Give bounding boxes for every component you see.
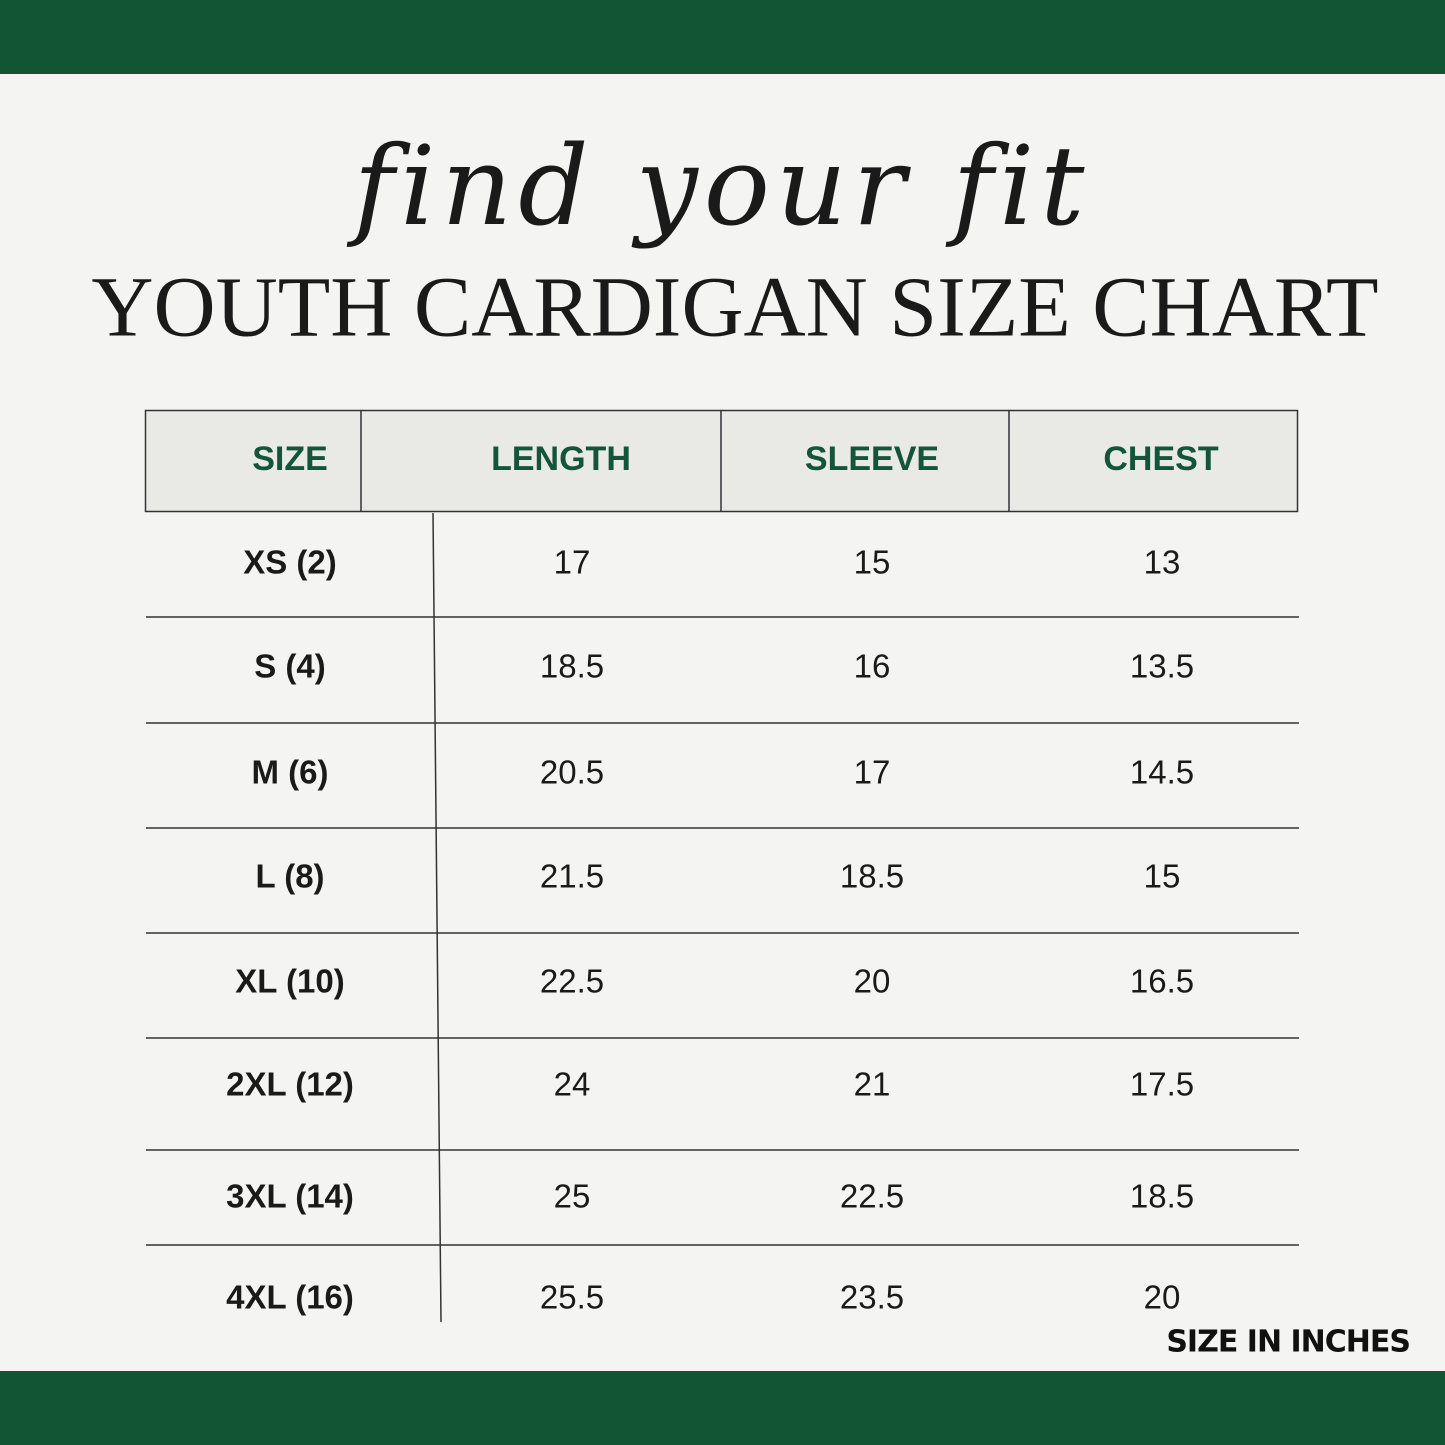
top-band — [0, 0, 1445, 74]
size-label: 4XL (16) — [226, 1279, 354, 1316]
measurement: 22.5 — [840, 1178, 904, 1215]
measurement: 18.5 — [1130, 1178, 1194, 1215]
measurement: 25 — [554, 1178, 591, 1215]
measurement: 15 — [854, 544, 891, 581]
measurement: 13.5 — [1130, 648, 1194, 685]
column-header: SLEEVE — [805, 440, 939, 478]
bottom-band — [0, 1371, 1445, 1445]
measurement: 17 — [554, 544, 591, 581]
size-label: S (4) — [254, 648, 326, 685]
measurement: 22.5 — [540, 963, 604, 1000]
measurement: 17.5 — [1130, 1066, 1194, 1103]
column-header: LENGTH — [491, 440, 631, 478]
measurement: 16.5 — [1130, 963, 1194, 1000]
measurement: 14.5 — [1130, 754, 1194, 791]
units-note: SIZE IN INCHES — [1166, 1325, 1410, 1360]
size-label: 3XL (14) — [226, 1178, 354, 1215]
measurement: 23.5 — [840, 1279, 904, 1316]
measurement: 15 — [1144, 858, 1181, 895]
measurement: 20.5 — [540, 754, 604, 791]
measurement: 17 — [854, 754, 891, 791]
measurement: 16 — [854, 648, 891, 685]
measurement: 24 — [554, 1066, 591, 1103]
title: YOUTH CARDIGAN SIZE CHART — [91, 259, 1378, 355]
column-header: CHEST — [1103, 440, 1218, 478]
measurement: 25.5 — [540, 1279, 604, 1316]
column-divider — [432, 512, 442, 1323]
measurement: 21 — [854, 1066, 891, 1103]
measurement: 20 — [854, 963, 891, 1000]
size-label: M (6) — [252, 754, 329, 791]
size-label: XL (10) — [235, 963, 344, 1000]
size-label: XS (2) — [243, 544, 337, 581]
measurement: 13 — [1144, 544, 1181, 581]
size-label: 2XL (12) — [226, 1066, 354, 1103]
measurement: 20 — [1144, 1279, 1181, 1316]
measurement: 18.5 — [840, 858, 904, 895]
measurement: 18.5 — [540, 648, 604, 685]
measurement: 21.5 — [540, 858, 604, 895]
size-label: L (8) — [255, 858, 324, 895]
column-header: SIZE — [252, 440, 328, 478]
script-title: find your fit — [347, 122, 1091, 250]
